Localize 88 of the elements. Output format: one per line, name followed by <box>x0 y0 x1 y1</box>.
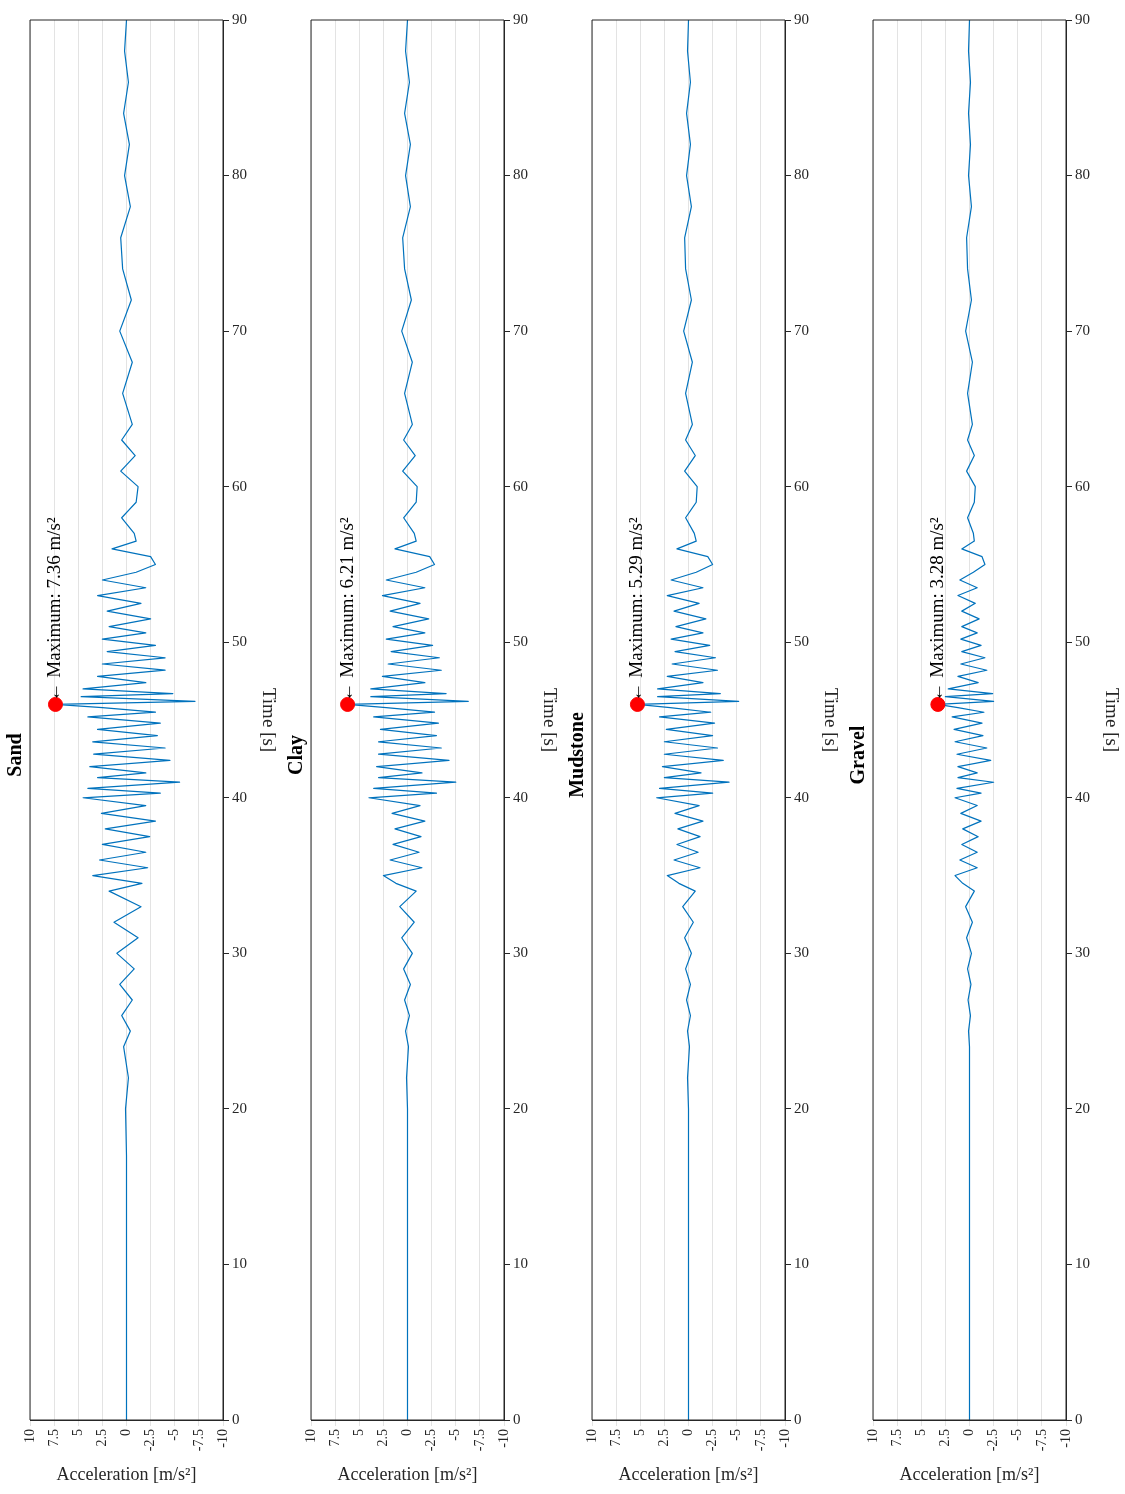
y-tick-label: 40 <box>232 788 247 805</box>
y-tick-label: 50 <box>513 633 528 650</box>
y-tick-label: 90 <box>513 10 528 27</box>
annotation: ← Maximum: 7.36 m/s² <box>43 517 65 702</box>
y-tick-label: 90 <box>232 10 247 27</box>
x-tick-label: -5 <box>728 1429 744 1441</box>
x-tick-label: 2.5 <box>375 1429 391 1447</box>
y-tick-label: 70 <box>513 322 528 339</box>
y-tick-label: 20 <box>232 1099 247 1116</box>
y-axis-title: Time [s] <box>258 687 280 753</box>
y-tick-label: 20 <box>794 1099 809 1116</box>
y-tick-label: 90 <box>794 10 809 27</box>
y-tick-label: 40 <box>1075 788 1090 805</box>
x-tick-label: -7.5 <box>1033 1429 1049 1452</box>
x-tick-label: 10 <box>864 1429 880 1443</box>
y-tick-label: 80 <box>1075 166 1090 183</box>
x-tick-label: -10 <box>495 1429 511 1448</box>
x-tick-label: 5 <box>69 1429 85 1436</box>
y-tick-label: 40 <box>794 788 809 805</box>
y-tick-label: 50 <box>794 633 809 650</box>
x-tick-label: -2.5 <box>423 1429 439 1452</box>
y-tick-label: 20 <box>1075 1099 1090 1116</box>
x-tick-label: 2.5 <box>937 1429 953 1447</box>
annotation: ← Maximum: 5.29 m/s² <box>625 517 647 702</box>
x-axis-title: Acceleration [m/s²] <box>56 1463 197 1484</box>
y-tick-label: 30 <box>513 944 528 961</box>
x-tick-label: 7.5 <box>888 1429 904 1447</box>
y-tick-label: 60 <box>232 477 247 494</box>
x-axis-title: Acceleration [m/s²] <box>337 1463 478 1484</box>
y-tick-label: 80 <box>794 166 809 183</box>
x-tick-label: -7.5 <box>190 1429 206 1452</box>
y-tick-label: 60 <box>513 477 528 494</box>
x-tick-label: -10 <box>1057 1429 1073 1448</box>
y-tick-label: 80 <box>232 166 247 183</box>
y-axis-title: Time [s] <box>539 687 561 753</box>
x-tick-label: -5 <box>1009 1429 1025 1441</box>
x-tick-label: -5 <box>166 1429 182 1441</box>
y-tick-label: 40 <box>513 788 528 805</box>
x-tick-label: 0 <box>118 1429 134 1436</box>
x-tick-label: -2.5 <box>985 1429 1001 1452</box>
x-tick-label: 5 <box>631 1429 647 1436</box>
x-tick-label: -7.5 <box>752 1429 768 1452</box>
x-tick-label: 5 <box>350 1429 366 1436</box>
y-tick-label: 10 <box>513 1255 528 1272</box>
y-tick-label: 90 <box>1075 10 1090 27</box>
x-tick-label: 7.5 <box>45 1429 61 1447</box>
text: Clay <box>284 735 308 775</box>
y-tick-label: 50 <box>232 633 247 650</box>
y-axis-title: Time [s] <box>1101 687 1123 753</box>
y-tick-label: 20 <box>513 1099 528 1116</box>
y-tick-label: 10 <box>794 1255 809 1272</box>
x-tick-label: -7.5 <box>471 1429 487 1452</box>
x-tick-label: 0 <box>399 1429 415 1436</box>
y-tick-label: 50 <box>1075 633 1090 650</box>
y-tick-label: 70 <box>1075 322 1090 339</box>
annotation: ← Maximum: 6.21 m/s² <box>335 517 357 702</box>
y-tick-label: 70 <box>794 322 809 339</box>
text: Mudstone <box>565 712 588 798</box>
y-tick-label: 30 <box>232 944 247 961</box>
x-tick-label: 10 <box>302 1429 318 1443</box>
x-tick-label: -2.5 <box>142 1429 158 1452</box>
x-tick-label: 7.5 <box>326 1429 342 1447</box>
x-tick-label: -2.5 <box>704 1429 720 1452</box>
x-axis-title: Acceleration [m/s²] <box>618 1463 759 1484</box>
y-tick-label: 80 <box>513 166 528 183</box>
y-tick-label: 30 <box>1075 944 1090 961</box>
y-tick-label: 60 <box>794 477 809 494</box>
x-tick-label: 5 <box>912 1429 928 1436</box>
x-tick-label: 2.5 <box>656 1429 672 1447</box>
x-tick-label: -10 <box>214 1429 230 1448</box>
y-tick-label: 70 <box>232 322 247 339</box>
y-tick-label: 60 <box>1075 477 1090 494</box>
x-tick-label: 0 <box>961 1429 977 1436</box>
x-tick-label: 10 <box>583 1429 599 1443</box>
y-axis-title: Time [s] <box>820 687 842 753</box>
y-tick-label: 10 <box>232 1255 247 1272</box>
y-tick-label: 10 <box>1075 1255 1090 1272</box>
x-tick-label: -10 <box>776 1429 792 1448</box>
x-tick-label: 7.5 <box>607 1429 623 1447</box>
x-axis-title: Acceleration [m/s²] <box>899 1463 1040 1484</box>
text: Sand <box>3 733 26 777</box>
y-tick-label: 30 <box>794 944 809 961</box>
annotation: ← Maximum: 3.28 m/s² <box>925 517 947 702</box>
x-tick-label: 2.5 <box>94 1429 110 1447</box>
x-tick-label: 0 <box>680 1429 696 1436</box>
x-tick-label: -5 <box>447 1429 463 1441</box>
x-tick-label: 10 <box>21 1429 37 1443</box>
text: Gravel <box>846 725 869 785</box>
